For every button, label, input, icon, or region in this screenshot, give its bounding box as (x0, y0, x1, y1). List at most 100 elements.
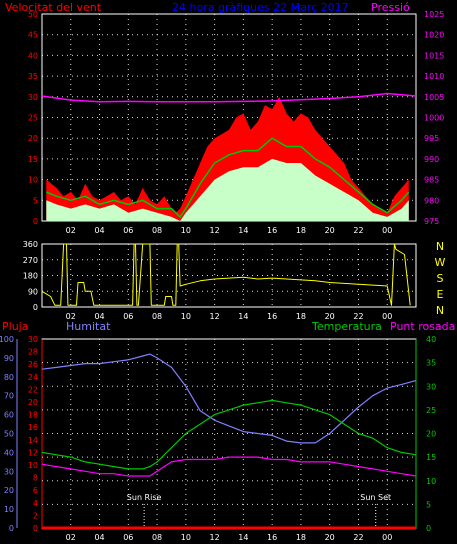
y-tick-left: 5 (33, 196, 38, 205)
x-tick-label: 00 (382, 533, 392, 542)
y-tick-temperature: 35 (426, 359, 436, 368)
y-tick-direction: 0 (33, 303, 38, 312)
wind-direction-line (41, 243, 411, 306)
x-tick-label: 10 (181, 533, 191, 542)
x-tick-label: 00 (382, 312, 392, 321)
y-tick-rain: 16 (28, 423, 38, 432)
y-tick-humidity: 50 (4, 430, 14, 439)
y-tick-temperature: 30 (426, 382, 436, 391)
direction-letter: W (435, 256, 446, 269)
series-layer (41, 92, 417, 530)
y-tick-humidity: 20 (4, 486, 14, 495)
y-tick-rain: 2 (33, 511, 38, 520)
y-tick-rain: 8 (33, 474, 38, 483)
y-tick-right: 975 (424, 217, 439, 226)
y-tick-rain: 20 (28, 398, 38, 407)
y-tick-right: 1000 (424, 114, 444, 123)
y-tick-right: 1005 (424, 93, 444, 102)
y-tick-temperature: 0 (426, 524, 431, 533)
x-tick-label: 06 (123, 226, 133, 235)
x-tick-label: 22 (353, 533, 363, 542)
y-tick-left: 35 (28, 72, 38, 81)
y-tick-humidity: 60 (4, 411, 14, 420)
y-tick-temperature: 10 (426, 477, 436, 486)
pressure-line (41, 92, 417, 103)
grid-layer (42, 13, 416, 529)
x-tick-label: 12 (210, 312, 220, 321)
humidity-line (41, 353, 417, 444)
x-tick-label: 14 (238, 226, 248, 235)
x-tick-label: 02 (66, 312, 76, 321)
x-tick-label: 10 (181, 312, 191, 321)
pressure-title: Pressió (371, 1, 410, 14)
y-tick-right: 990 (424, 155, 439, 164)
y-tick-rain: 6 (33, 486, 38, 495)
x-tick-label: 02 (66, 533, 76, 542)
chart-date-title: 24 hora gràfiques 22 Març 2017 (172, 1, 349, 14)
y-tick-humidity: 70 (4, 392, 14, 401)
x-tick-label: 16 (267, 226, 277, 235)
x-tick-label: 18 (296, 312, 306, 321)
temperature-line (41, 399, 417, 470)
y-tick-humidity: 100 (0, 335, 14, 344)
wind-speed-area (46, 158, 409, 221)
y-tick-left: 20 (28, 134, 38, 143)
x-tick-label: 14 (238, 533, 248, 542)
y-tick-humidity: 40 (4, 448, 14, 457)
y-tick-right: 1010 (424, 72, 444, 81)
y-tick-right: 995 (424, 134, 439, 143)
x-tick-label: 08 (152, 312, 162, 321)
x-tick-label: 10 (181, 226, 191, 235)
x-tick-label: 16 (267, 312, 277, 321)
y-tick-rain: 22 (28, 385, 38, 394)
rain-label: Pluja (2, 320, 28, 333)
y-tick-humidity: 90 (4, 354, 14, 363)
y-tick-left: 45 (28, 31, 38, 40)
y-tick-right: 1020 (424, 31, 444, 40)
x-tick-label: 12 (210, 533, 220, 542)
wind-average-line (46, 137, 410, 218)
y-tick-left: 40 (28, 51, 38, 60)
x-tick-label: 02 (66, 226, 76, 235)
y-tick-direction: 180 (23, 272, 38, 281)
temperature-label: Temperatura (311, 320, 382, 333)
x-tick-label: 00 (382, 226, 392, 235)
y-tick-direction: 360 (23, 240, 38, 249)
x-tick-label: 08 (152, 533, 162, 542)
x-tick-label: 16 (267, 533, 277, 542)
y-tick-rain: 10 (28, 461, 38, 470)
y-tick-rain: 24 (28, 373, 38, 382)
y-tick-humidity: 80 (4, 373, 14, 382)
y-tick-rain: 18 (28, 411, 38, 420)
dewpoint-label: Punt rosada (390, 320, 455, 333)
dewpoint-line (41, 456, 417, 477)
x-tick-label: 04 (94, 226, 104, 235)
y-tick-rain: 26 (28, 360, 38, 369)
y-tick-left: 30 (28, 93, 38, 102)
y-tick-left: 15 (28, 155, 38, 164)
direction-letter: N (436, 240, 444, 253)
direction-letter: S (437, 272, 444, 285)
y-tick-humidity: 0 (9, 524, 14, 533)
x-tick-label: 14 (238, 312, 248, 321)
y-tick-direction: 90 (28, 287, 38, 296)
x-tick-label: 06 (123, 312, 133, 321)
y-tick-right: 980 (424, 196, 439, 205)
y-tick-left: 25 (28, 114, 38, 123)
y-tick-direction: 270 (23, 256, 38, 265)
y-tick-rain: 12 (28, 448, 38, 457)
x-tick-label: 20 (325, 312, 335, 321)
sun-markers: Sun Rise Sun Set (127, 493, 391, 528)
y-tick-temperature: 5 (426, 500, 431, 509)
direction-letter: E (437, 288, 444, 301)
x-tick-label: 20 (325, 533, 335, 542)
x-tick-label: 08 (152, 226, 162, 235)
y-tick-left: 10 (28, 176, 38, 185)
wind-speed-title: Velocitat del vent (5, 1, 102, 14)
y-tick-rain: 4 (33, 499, 38, 508)
y-tick-temperature: 20 (426, 430, 436, 439)
direction-letter: N (436, 304, 444, 317)
